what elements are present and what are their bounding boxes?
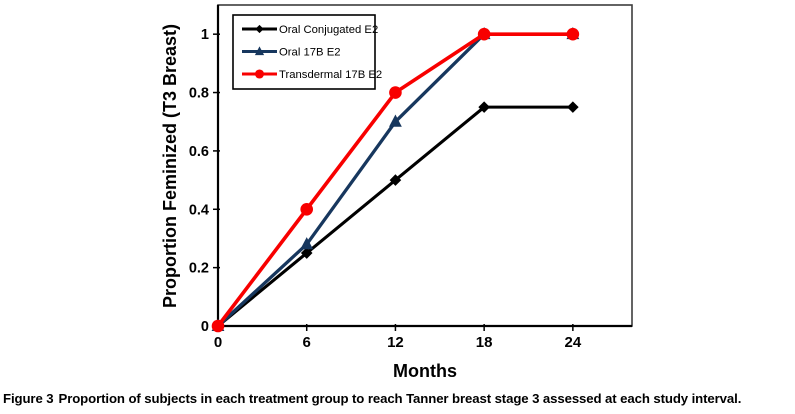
x-tick-label: 24 xyxy=(565,334,582,351)
data-point xyxy=(211,319,225,333)
x-tick-label: 0 xyxy=(214,334,222,351)
y-tick-label: 0.4 xyxy=(189,202,209,218)
line-chart: 0 0.2 0.4 0.6 0.8 1 0 6 12 18 24 Oral Conjugated E2… xyxy=(189,4,633,351)
caption-text: Proportion of subjects in each treatment… xyxy=(58,391,742,406)
y-axis-title: Proportion Feminized (T3 Breast) xyxy=(160,23,180,309)
legend-marker xyxy=(255,24,264,34)
y-tick-label: 0.8 xyxy=(189,86,209,102)
data-point xyxy=(300,202,314,216)
x-axis-title: Months xyxy=(393,361,457,381)
series-circle xyxy=(211,27,580,333)
legend-marker xyxy=(254,69,265,79)
x-tick-label: 6 xyxy=(303,334,311,351)
data-point xyxy=(300,237,314,250)
data-point xyxy=(477,27,491,41)
data-point xyxy=(567,101,579,113)
data-point xyxy=(478,101,490,113)
legend-item: Oral 17B E2 xyxy=(242,46,341,59)
y-tick-label: 0 xyxy=(201,319,209,335)
legend-label: Oral Conjugated E2 xyxy=(279,24,378,36)
y-tick-label: 0.6 xyxy=(189,144,209,160)
legend-label: Oral 17B E2 xyxy=(279,47,341,59)
x-tick-label: 12 xyxy=(387,334,404,351)
figure-caption: Figure 3 Proportion of subjects in each t… xyxy=(3,391,792,406)
data-point xyxy=(389,114,402,127)
y-tick-label: 0.2 xyxy=(189,261,209,277)
data-point xyxy=(300,247,313,259)
legend-label: Transdermal 17B E2 xyxy=(279,69,382,81)
legend: Oral Conjugated E2 Oral 17B E2 Transdermal… xyxy=(232,14,382,90)
data-point xyxy=(389,86,402,99)
legend-item: Oral Conjugated E2 xyxy=(242,24,378,36)
y-tick-label: 1 xyxy=(201,27,209,43)
data-point xyxy=(566,27,580,41)
legend-marker xyxy=(254,46,265,56)
legend-item: Transdermal 17B E2 xyxy=(242,69,382,81)
data-point xyxy=(389,174,402,186)
axis-ticks: 0 0.2 0.4 0.6 0.8 1 0 6 12 18 24 xyxy=(189,27,582,351)
caption-label: Figure 3 xyxy=(3,391,54,406)
x-tick-label: 18 xyxy=(476,334,493,351)
